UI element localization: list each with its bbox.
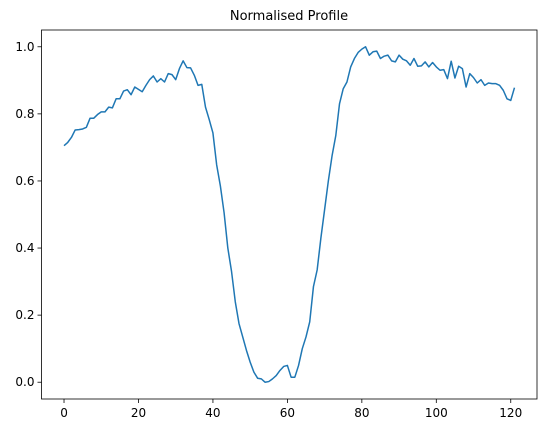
chart-title: Normalised Profile — [230, 9, 348, 24]
x-tick-label: 20 — [131, 406, 146, 420]
x-tick-label: 40 — [205, 406, 220, 420]
line-series — [63, 46, 516, 383]
y-tick-label: 0.4 — [15, 241, 34, 255]
y-tick-label: 0.2 — [15, 308, 34, 322]
y-tick-label: 0.6 — [15, 174, 34, 188]
y-tick-label: 0.0 — [15, 375, 34, 389]
axes-frame — [41, 29, 538, 400]
y-tick-label: 0.8 — [15, 107, 34, 121]
x-tick-label: 0 — [60, 406, 68, 420]
x-tick-label: 120 — [499, 406, 522, 420]
x-tick-label: 80 — [354, 406, 369, 420]
x-tick-label: 100 — [425, 406, 448, 420]
y-tick-label: 1.0 — [15, 40, 34, 54]
x-tick-label: 60 — [280, 406, 295, 420]
